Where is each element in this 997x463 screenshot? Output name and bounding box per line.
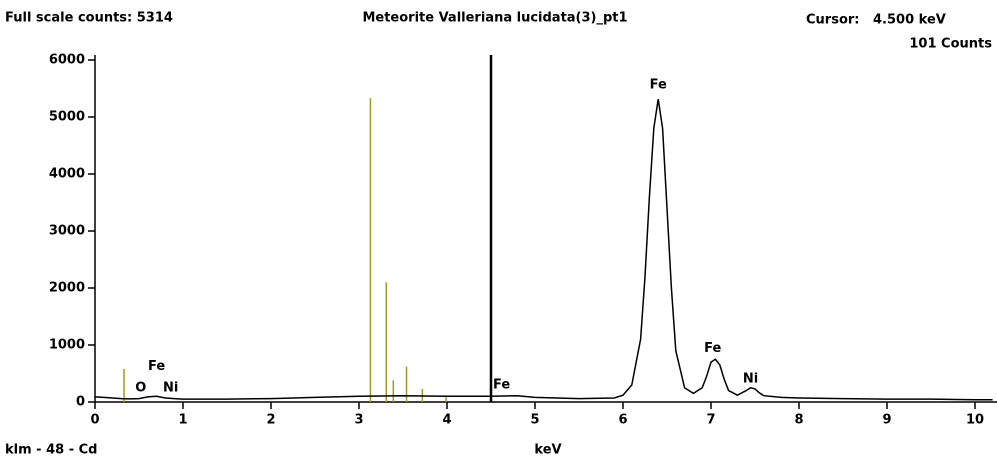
y-tick-label: 2000 <box>49 281 85 296</box>
x-tick-label: 3 <box>354 413 363 428</box>
x-tick-label: 6 <box>618 413 627 428</box>
y-tick-label: 5000 <box>49 110 85 125</box>
full-scale-counts: Full scale counts: 5314 <box>5 11 173 26</box>
y-tick-label: 6000 <box>49 53 85 68</box>
peak-label: Fe <box>493 377 510 392</box>
peak-label: Fe <box>704 341 721 356</box>
x-tick-label: 8 <box>794 413 803 428</box>
peak-label: O <box>135 380 146 395</box>
klm-info: klm - 48 - Cd <box>5 443 97 458</box>
peak-label: Fe <box>148 359 165 374</box>
chart-title: Meteorite Valleriana lucidata(3)_pt1 <box>362 11 627 26</box>
peak-label: Ni <box>743 372 758 387</box>
peak-label: Ni <box>163 380 178 395</box>
x-tick-label: 7 <box>706 413 715 428</box>
x-tick-label: 9 <box>882 413 891 428</box>
x-tick-label: 4 <box>442 413 451 428</box>
peak-label: Fe <box>650 78 667 93</box>
x-tick-label: 10 <box>966 413 984 428</box>
spectrum-line <box>94 98 993 401</box>
x-tick-label: 5 <box>530 413 539 428</box>
cursor-counts: 101 Counts <box>909 37 992 52</box>
y-tick-label: 1000 <box>49 338 85 353</box>
x-axis-label: keV <box>534 443 561 458</box>
cursor-energy: 4.500 keV <box>873 13 946 28</box>
y-tick-label: 4000 <box>49 167 85 182</box>
x-tick-label: 1 <box>178 413 187 428</box>
y-tick-label: 0 <box>76 395 85 410</box>
cursor-label: Cursor: <box>806 13 860 28</box>
x-tick-label: 0 <box>90 413 99 428</box>
x-tick-label: 2 <box>266 413 275 428</box>
y-tick-label: 3000 <box>49 224 85 239</box>
